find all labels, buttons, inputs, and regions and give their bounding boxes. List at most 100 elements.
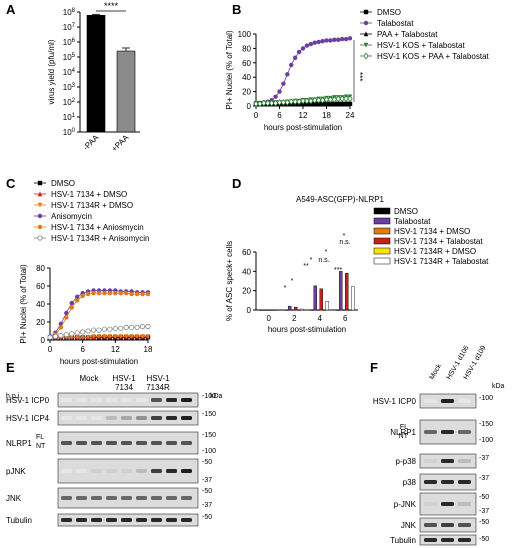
c-data-point	[75, 294, 80, 299]
b-x-tick-label: 24	[346, 111, 355, 120]
e-kda-marker: -50	[202, 514, 212, 521]
c-legend-marker	[37, 213, 43, 219]
c-data-point	[113, 334, 118, 339]
b-legend-label: PAA + Talabostat	[377, 30, 438, 39]
e-band	[151, 416, 162, 420]
e-band	[151, 398, 162, 402]
d-significance: *	[343, 233, 346, 240]
b-data-point	[268, 99, 275, 107]
b-legend-marker	[363, 42, 369, 48]
e-band	[151, 469, 162, 473]
f-band	[441, 399, 454, 403]
c-data-point	[140, 334, 145, 339]
a-y-label: virus yield (pfu/ml)	[47, 39, 56, 104]
e-band	[106, 518, 117, 522]
b-data-point	[281, 81, 286, 86]
a-y-tick-exponent: 7	[72, 23, 76, 29]
f-band	[441, 502, 454, 506]
c-data-point	[91, 291, 96, 296]
c-data-point	[102, 291, 107, 296]
c-data-point	[64, 315, 69, 320]
f-band	[424, 502, 437, 506]
a-y-tick-exponent: 2	[72, 98, 76, 104]
e-band	[166, 496, 177, 500]
b-y-tick-label: 80	[242, 44, 251, 53]
b-data-point	[339, 36, 345, 42]
e-band	[61, 518, 72, 522]
c-data-point	[80, 335, 85, 340]
c-legend-marker	[37, 191, 43, 197]
b-y-tick-label: 100	[238, 30, 252, 39]
c-legend-label: DMSO	[51, 179, 75, 188]
f-band	[458, 459, 471, 463]
e-group-label: HSV-1	[146, 374, 170, 383]
panel-letter-e: E	[6, 360, 15, 375]
e-band	[61, 496, 72, 500]
c-x-label: hours post-stimulation	[60, 357, 138, 366]
b-data-point	[312, 96, 318, 104]
a-y-tick-exponent: 0	[72, 128, 76, 134]
f-kda-marker: -37	[479, 455, 489, 462]
d-legend-swatch	[373, 227, 391, 235]
b-data-point	[276, 99, 283, 106]
d-x-tick-label: 2	[292, 314, 297, 323]
e-band	[121, 416, 132, 420]
d-bar	[259, 309, 263, 311]
e-band	[166, 469, 177, 473]
e-band	[136, 469, 147, 473]
b-data-point	[304, 97, 310, 105]
b-data-point	[343, 95, 349, 103]
c-data-point	[69, 331, 75, 337]
b-data-point	[320, 101, 325, 107]
e-group-label: HSV-1	[112, 374, 136, 383]
a-significance: ****	[104, 1, 119, 11]
d-significance: **	[303, 263, 309, 270]
e-band	[91, 441, 102, 445]
f-row-label: HSV-1 ICP0	[373, 397, 417, 406]
e-band	[121, 398, 132, 402]
d-significance: *	[310, 257, 313, 264]
d-y-tick-label: 0	[247, 306, 252, 315]
d-bar	[268, 309, 272, 311]
e-band	[181, 416, 192, 420]
c-legend-marker	[37, 180, 43, 186]
d-y-tick-label: 40	[242, 267, 251, 276]
d-bar	[285, 309, 289, 311]
d-bar	[262, 309, 266, 311]
d-legend-label: DMSO	[394, 207, 418, 216]
c-data-point	[96, 334, 102, 339]
e-band	[151, 441, 162, 445]
e-band	[61, 469, 72, 473]
c-data-point	[113, 291, 118, 296]
e-band	[106, 398, 117, 402]
b-data-point	[280, 99, 287, 106]
a-y-tick-label: 101	[63, 113, 76, 122]
e-row-label: Tubulin	[6, 516, 32, 525]
c-data-point	[85, 291, 91, 297]
f-band	[424, 538, 437, 542]
b-data-point	[339, 95, 345, 103]
e-band	[91, 398, 102, 402]
f-band	[441, 430, 454, 434]
c-y-tick-label: 0	[41, 336, 46, 345]
e-band	[166, 416, 177, 420]
a-y-tick-label: 100	[63, 128, 76, 137]
c-data-point	[80, 329, 86, 335]
panel-letter-b: B	[232, 2, 241, 17]
f-band	[441, 480, 454, 484]
b-data-point	[347, 95, 353, 103]
e-band	[121, 496, 132, 500]
a-y-tick-label: 108	[63, 8, 76, 17]
b-data-point	[315, 96, 322, 104]
c-data-point	[69, 305, 74, 310]
b-data-point	[343, 101, 349, 107]
panel-letter-d: D	[232, 176, 241, 191]
e-band	[166, 441, 177, 445]
d-significance: n.s.	[318, 257, 329, 264]
a-x-tick-label: +PAA	[110, 133, 131, 154]
b-data-point	[285, 72, 290, 77]
f-band	[424, 430, 437, 434]
c-data-point	[145, 334, 151, 339]
b-x-label: hours post-stimulation	[264, 123, 342, 132]
c-data-point	[118, 291, 123, 296]
